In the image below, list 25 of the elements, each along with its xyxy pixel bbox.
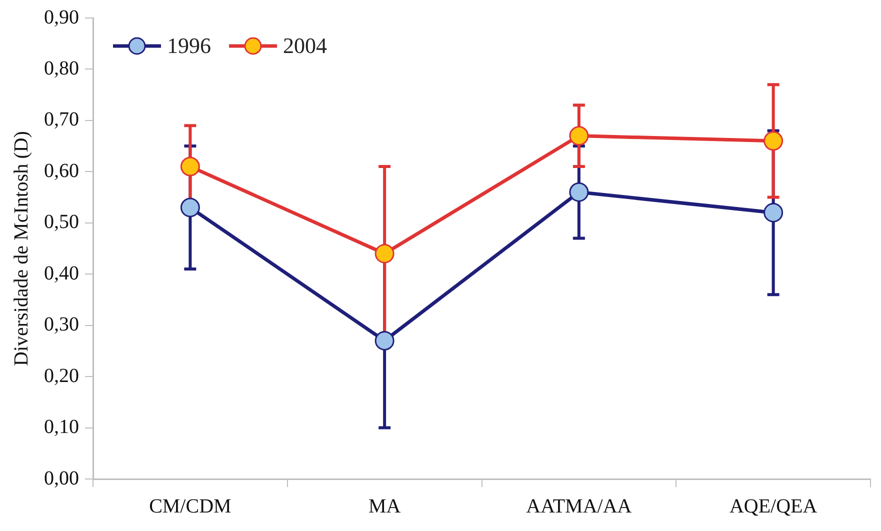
point [374, 244, 394, 264]
y-tick-label: 0,10 [44, 416, 79, 438]
x-tick-label: CM/CDM [149, 495, 232, 518]
point [180, 198, 200, 218]
y-tick-label: 0,40 [44, 262, 79, 284]
y-tick-label: 0,70 [44, 108, 79, 131]
legend-label: 1996 [167, 32, 211, 58]
point [764, 202, 784, 222]
point [764, 131, 784, 151]
y-axis-title: Diversidade de McIntosh (D) [10, 131, 32, 366]
y-tick-label: 0,80 [44, 57, 79, 80]
legend-label: 2004 [283, 32, 327, 58]
y-tick-label: 0,60 [44, 160, 79, 182]
point [374, 330, 394, 350]
y-tick-label: 0,90 [44, 6, 79, 28]
y-tick-label: 0,30 [44, 314, 79, 336]
x-tick-label: AQE/QEA [729, 495, 818, 518]
x-tick-label: AATMA/AA [526, 495, 632, 518]
point [569, 126, 589, 146]
point [180, 156, 200, 176]
y-tick-label: 0,50 [44, 211, 79, 234]
y-tick-label: 0,00 [44, 467, 79, 490]
y-tick-label: 0,20 [44, 364, 79, 387]
x-tick-label: MA [368, 495, 402, 518]
point [569, 182, 589, 202]
